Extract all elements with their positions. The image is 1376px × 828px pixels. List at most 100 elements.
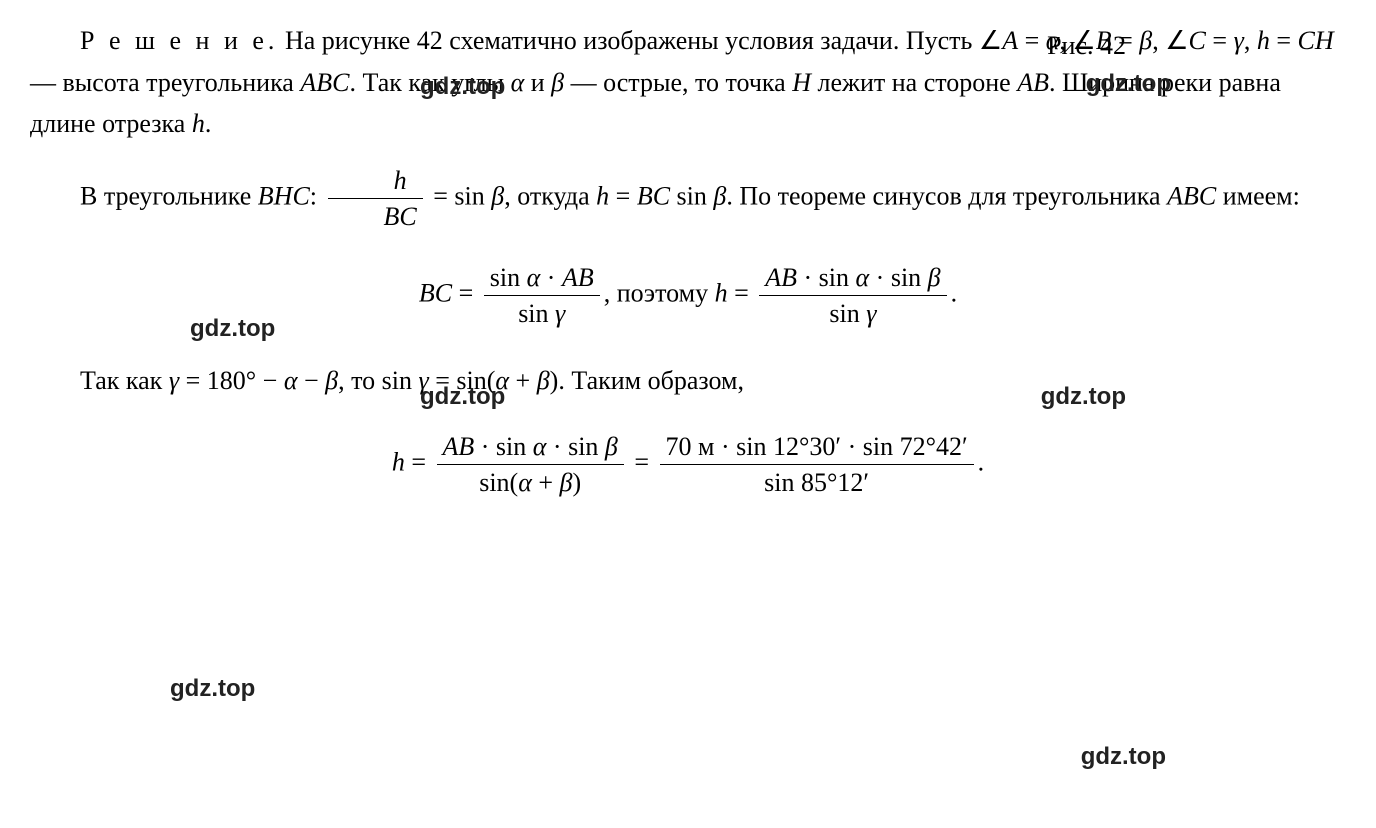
paragraph-2: В треугольнике BHC: hBC = sin β, откуда … xyxy=(30,165,1346,232)
math-gamma-3: γ xyxy=(418,366,428,395)
math-gamma-2: γ xyxy=(169,366,179,395)
f2-frac1-num-AB: AB xyxy=(443,432,475,461)
solution-label: Р е ш е н и е. xyxy=(80,26,278,55)
f1-den-gamma: γ xyxy=(555,299,565,328)
f1-frac2-den: sin γ xyxy=(759,296,946,329)
f1-h: h xyxy=(715,279,728,308)
f2-frac1-num-alpha: α xyxy=(533,432,547,461)
math-BHC: BHC xyxy=(258,181,310,210)
p1-text-11: и xyxy=(524,68,551,97)
f1-frac2-mid1: · sin xyxy=(797,263,856,292)
math-BC-1: BC xyxy=(637,181,670,210)
p3-text-3: − xyxy=(297,366,325,395)
watermark-text-7: gdz.top xyxy=(1081,738,1166,776)
f1-frac2-den-gamma: γ xyxy=(866,299,876,328)
f1-mid: , поэтому xyxy=(604,279,715,308)
f1-fraction-2: AB · sin α · sin βsin γ xyxy=(759,262,946,329)
paragraph-3: Так как γ = 180° − α − β, то sin γ = sin… xyxy=(30,360,1346,402)
math-beta-3: β xyxy=(491,181,504,210)
p1-text-7: , xyxy=(1244,26,1257,55)
f2-frac1-mid1: · sin xyxy=(474,432,533,461)
p2-text-7: . По теореме синусов для треугольника xyxy=(726,181,1167,210)
f2-frac1-mid2: · sin xyxy=(546,432,605,461)
p2-text-5: = xyxy=(609,181,637,210)
f1-frac1-num: sin α · AB xyxy=(484,262,600,296)
math-beta-6: β xyxy=(537,366,550,395)
f1-fraction-1: sin α · ABsin γ xyxy=(484,262,600,329)
paragraph-1: Р е ш е н и е. На рисунке 42 схематично … xyxy=(30,20,1346,145)
math-angle-C: C xyxy=(1189,26,1206,55)
p1-text-10: . Так как углы xyxy=(349,68,510,97)
f2-fraction-1: AB · sin α · sin βsin(α + β) xyxy=(437,431,624,498)
f1-frac2-num: AB · sin α · sin β xyxy=(759,262,946,296)
f2-frac1-num: AB · sin α · sin β xyxy=(437,431,624,465)
math-ABC-2: ABC xyxy=(1167,181,1216,210)
math-h-1: h xyxy=(1257,26,1270,55)
f2-frac1-den-post: ) xyxy=(572,468,581,497)
f2-frac1-num-beta: β xyxy=(605,432,618,461)
p2-text-8: имеем: xyxy=(1216,181,1300,210)
math-ABC-1: ABC xyxy=(300,68,349,97)
f1-num-pre: sin xyxy=(490,263,527,292)
f1-num-mid: · xyxy=(540,263,562,292)
f2-end: . xyxy=(978,448,985,477)
p3-text-2: = 180° − xyxy=(179,366,284,395)
frac-den-BC: BC xyxy=(328,199,423,232)
f2-frac2-den: sin 85°12′ xyxy=(660,465,974,498)
f1-end: . xyxy=(951,279,958,308)
f2-frac1-den-pre: sin( xyxy=(479,468,518,497)
math-beta-4: β xyxy=(713,181,726,210)
f1-den-pre: sin xyxy=(518,299,555,328)
frac-num-h: h xyxy=(328,165,423,199)
math-h-3: h xyxy=(596,181,609,210)
p1-text-1: На рисунке 42 схематично изображены усло… xyxy=(278,26,1002,55)
formula-block-2: h = AB · sin α · sin βsin(α + β) = 70 м … xyxy=(30,431,1346,498)
math-CH: CH xyxy=(1297,26,1333,55)
f2-eq2: = xyxy=(628,448,656,477)
math-H: H xyxy=(792,68,811,97)
f2-frac1-den-mid: + xyxy=(532,468,560,497)
p3-text-7: ). Таким образом, xyxy=(550,366,744,395)
figure-reference: Рис. 42 xyxy=(1047,25,1126,67)
p3-text-6: + xyxy=(509,366,537,395)
p1-text-2: = xyxy=(1018,26,1046,55)
p2-text-6: sin xyxy=(670,181,713,210)
f1-frac2-num-AB: AB xyxy=(765,263,797,292)
f2-frac1-den: sin(α + β) xyxy=(437,465,624,498)
p2-text-2: : xyxy=(310,181,324,210)
math-angle-A: A xyxy=(1002,26,1018,55)
p3-text-4: , то sin xyxy=(338,366,418,395)
f1-BC: BC xyxy=(419,279,452,308)
f1-frac2-den-pre: sin xyxy=(829,299,866,328)
math-beta-1: β xyxy=(1139,26,1152,55)
p1-text-12: — острые, то точка xyxy=(564,68,792,97)
math-AB-1: AB xyxy=(1017,68,1049,97)
f2-h: h xyxy=(392,448,405,477)
math-alpha-3: α xyxy=(284,366,298,395)
p3-text-1: Так как xyxy=(80,366,169,395)
f2-frac1-den-beta: β xyxy=(560,468,573,497)
p2-text-3: = sin xyxy=(427,181,492,210)
p1-text-8: = xyxy=(1270,26,1298,55)
math-alpha-2: α xyxy=(511,68,525,97)
fraction-h-over-BC: hBC xyxy=(328,165,423,232)
math-beta-5: β xyxy=(325,366,338,395)
f1-eq2: = xyxy=(728,279,756,308)
f1-frac1-den: sin γ xyxy=(484,296,600,329)
f1-frac2-mid2: · sin xyxy=(869,263,928,292)
p1-text-5: , ∠ xyxy=(1152,26,1188,55)
f1-num-AB: AB xyxy=(562,263,594,292)
math-beta-2: β xyxy=(551,68,564,97)
p2-text-1: В треугольнике xyxy=(80,181,258,210)
f2-fraction-2: 70 м · sin 12°30′ · sin 72°42′sin 85°12′ xyxy=(660,431,974,498)
f1-frac2-num-alpha: α xyxy=(856,263,870,292)
f1-num-alpha: α xyxy=(527,263,541,292)
math-gamma-1: γ xyxy=(1234,26,1244,55)
formula-block-1: BC = sin α · ABsin γ, поэтому h = AB · s… xyxy=(30,262,1346,329)
math-alpha-4: α xyxy=(495,366,509,395)
f2-eq1: = xyxy=(405,448,433,477)
p1-text-9: — высота треугольника xyxy=(30,68,300,97)
f1-frac2-num-beta: β xyxy=(928,263,941,292)
p2-text-4: , откуда xyxy=(504,181,596,210)
p1-text-15: . xyxy=(205,109,212,138)
